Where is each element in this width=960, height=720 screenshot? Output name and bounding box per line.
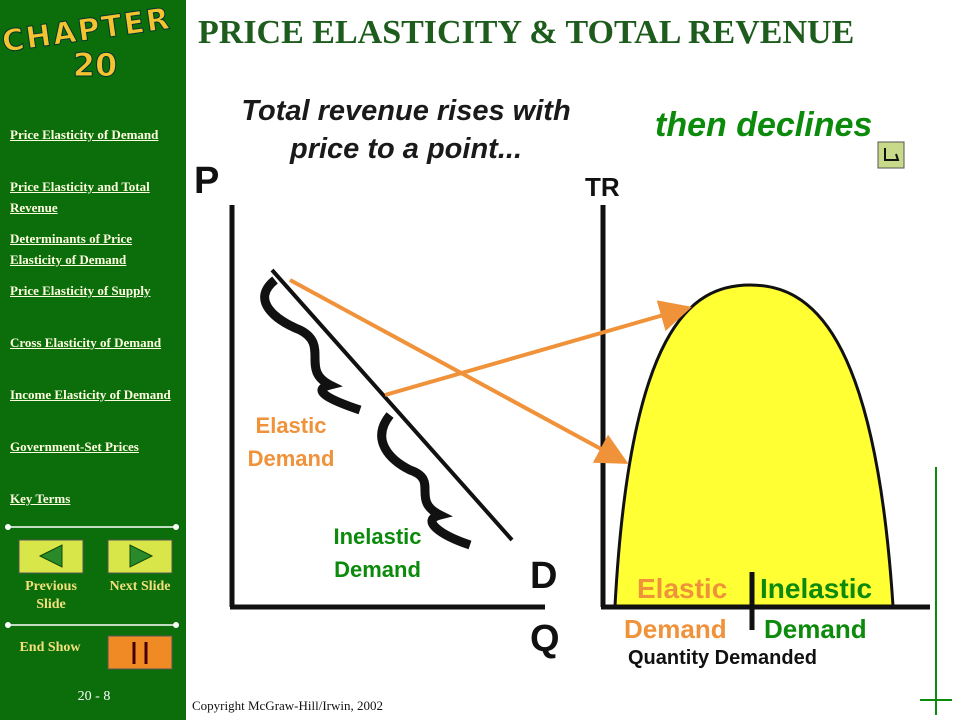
arrow <box>384 300 692 397</box>
inelastic-demand: Demand <box>764 614 867 644</box>
nav-link[interactable]: Income Elasticity of Demand <box>10 387 171 402</box>
d-label: D <box>530 555 558 597</box>
next-button[interactable] <box>107 539 173 574</box>
nav-link[interactable]: Cross Elasticity of Demand <box>10 335 162 350</box>
elastic-brace <box>260 276 362 415</box>
sound-icon[interactable] <box>877 141 905 169</box>
inelastic-word: Inelastic <box>760 573 873 604</box>
nav-link[interactable]: Price Elasticity and Total Revenue <box>10 179 150 215</box>
dot <box>5 524 11 530</box>
previous-button[interactable] <box>18 539 84 574</box>
next-label[interactable]: Next Slide <box>109 579 171 594</box>
p-label: P <box>194 160 220 202</box>
q-label: Q <box>530 618 560 660</box>
nav-link[interactable]: Price Elasticity of Demand <box>10 127 159 142</box>
arrow <box>289 278 629 464</box>
end-label[interactable]: End Show <box>19 640 81 655</box>
rises-note: Total revenue rises with price to a poin… <box>241 95 571 165</box>
elastic-word: Elastic <box>637 573 728 604</box>
end-button[interactable] <box>107 635 173 670</box>
slide-number: 20 - 8 <box>77 689 111 704</box>
elastic-demand: Demand <box>624 614 727 644</box>
title: PRICE ELASTICITY & TOTAL REVENUE <box>198 14 855 51</box>
quantity-label: Quantity Demanded <box>628 647 817 669</box>
dot <box>5 622 11 628</box>
nav-link[interactable]: Price Elasticity of Supply <box>10 283 151 298</box>
declines-note: then declines <box>655 106 873 144</box>
inelastic-brace <box>377 412 472 550</box>
dot <box>173 622 179 628</box>
sidebar: CHAPTER 20 Price Elasticity of Demand Pri… <box>0 0 186 720</box>
inelastic-label: Inelastic Demand <box>333 524 422 582</box>
nav-link[interactable]: Government-Set Prices <box>10 439 139 454</box>
diagram <box>229 141 952 715</box>
badge-number: 20 <box>73 46 118 84</box>
nav-link[interactable]: Determinants of Price Elasticity of Dema… <box>10 231 133 267</box>
tr-label: TR <box>585 172 620 202</box>
demand-line <box>270 268 514 542</box>
previous-label[interactable]: Previous Slide <box>25 579 77 612</box>
tr-curve <box>613 283 895 608</box>
sidebar-art: CHAPTER 20 <box>0 1 179 670</box>
elastic-label: Elastic Demand <box>247 413 335 471</box>
copyright: Copyright McGraw-Hill/Irwin, 2002 <box>192 698 384 713</box>
dot <box>173 524 179 530</box>
nav-link[interactable]: Key Terms <box>10 491 71 506</box>
